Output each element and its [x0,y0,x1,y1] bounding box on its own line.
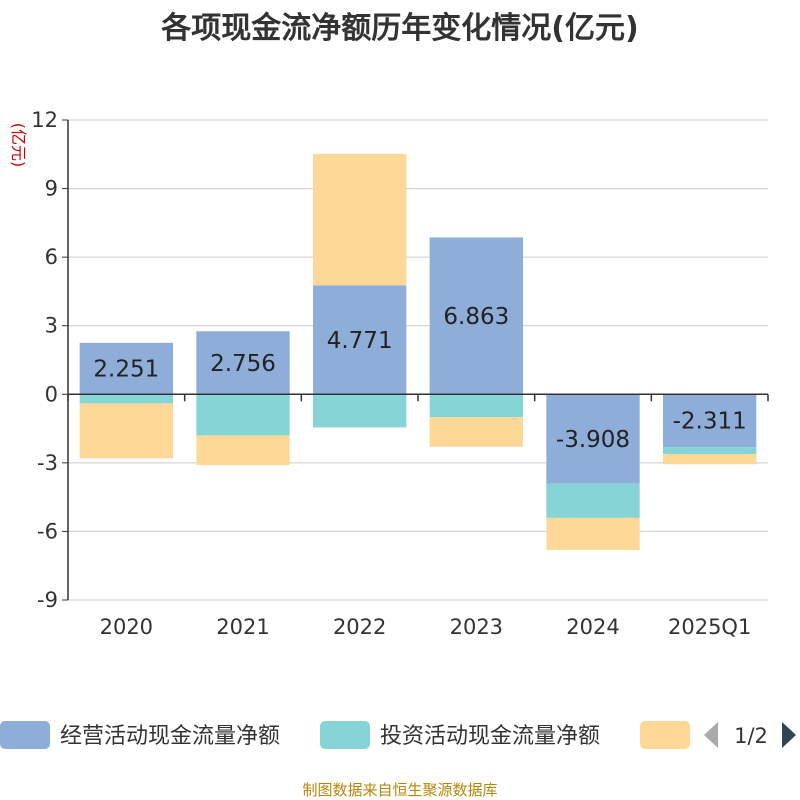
bar-segment-series-1-2021 [196,394,290,436]
bar-segment-series-2-2021 [196,435,290,466]
legend-page-indicator: 1/2 [734,724,768,748]
data-label: -3.908 [556,427,630,453]
y-tick-label: -9 [37,588,58,612]
legend-label[interactable]: 经营活动现金流量净额 [60,724,280,749]
bar-segment-series-1-2025Q1 [663,447,757,454]
x-tick-label: 2023 [450,615,503,639]
legend-next-icon[interactable] [782,722,796,748]
legend: 经营活动现金流量净额 投资活动现金流量净额 1/2 [0,721,796,749]
y-tick-label: -6 [37,519,58,543]
bar-segment-series-2-2024 [546,517,640,550]
data-label: -2.311 [673,409,747,435]
x-tick-label: 2022 [333,615,386,639]
legend-prev-icon[interactable] [704,722,718,748]
y-tick-label: 9 [45,177,58,201]
axes: 12 9 6 3 0 -3 -6 -9 2020 2021 2022 2023 2024 2025Q1 [31,108,769,639]
bar-segment-series-1-2022 [313,394,407,428]
data-labels: 2.251 2.756 4.771 6.863 -3.908 -2.311 [93,304,746,453]
legend-swatch[interactable] [0,721,50,749]
y-tick-label: -3 [37,451,58,475]
bar-segment-series-2-2025Q1 [663,453,757,465]
bar-segment-series-1-2020 [79,394,173,404]
bar-segment-series-0-2020 [79,342,173,395]
x-tick-label: 2025Q1 [668,615,751,639]
legend-swatch[interactable] [320,721,370,749]
data-source-note: 制图数据来自恒生聚源数据库 [302,781,497,799]
bar-segment-series-1-2023 [429,394,523,418]
bar-segment-series-0-2025Q1 [663,394,757,448]
x-tick-label: 2024 [566,615,619,639]
data-label: 2.251 [93,357,159,383]
y-tick-label: 12 [31,108,58,132]
data-label: 2.756 [210,351,276,377]
y-axis-unit-label: (亿元) [9,123,28,168]
bar-segment-series-0-2023 [429,237,523,395]
data-label: 6.863 [443,304,509,330]
legend-swatch[interactable] [640,721,690,749]
grid-lines [68,119,768,601]
bar-segment-series-0-2022 [313,285,407,395]
bar-segment-series-0-2021 [196,331,290,395]
data-label: 4.771 [327,328,393,354]
bar-segment-series-0-2024 [546,394,640,484]
x-tick-label: 2021 [216,615,269,639]
bar-segment-series-2-2023 [429,417,523,447]
y-tick-label: 6 [45,245,58,269]
y-tick-label: 3 [45,314,58,338]
bar-segment-series-1-2024 [546,483,640,518]
x-tick-label: 2020 [100,615,153,639]
bar-stacks [79,153,757,550]
chart-title: 各项现金流净额历年变化情况(亿元) [160,11,638,46]
legend-label[interactable]: 投资活动现金流量净额 [380,724,600,749]
bar-segment-series-2-2020 [79,403,173,459]
y-tick-label: 0 [45,382,58,406]
bar-segment-series-2-2022 [313,153,407,286]
